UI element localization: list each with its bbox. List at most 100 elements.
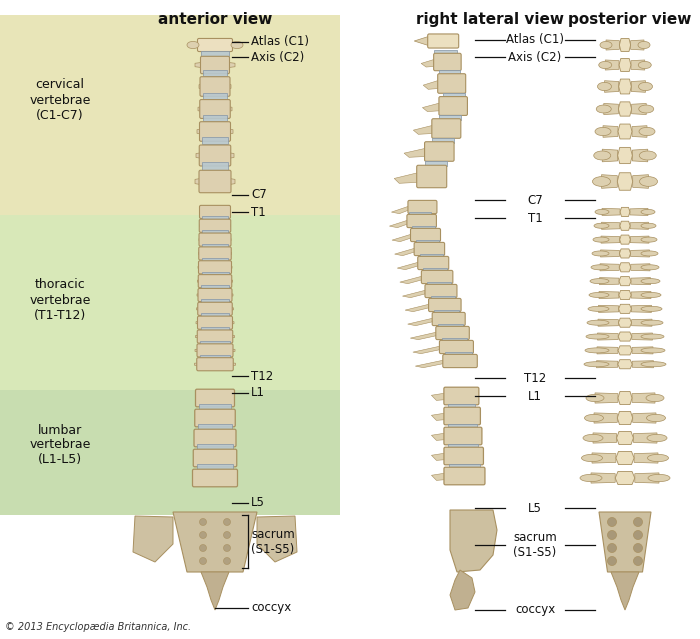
Ellipse shape: [592, 251, 609, 256]
Polygon shape: [633, 174, 648, 189]
Polygon shape: [221, 348, 235, 352]
FancyBboxPatch shape: [197, 316, 232, 329]
Polygon shape: [631, 81, 645, 92]
Polygon shape: [197, 128, 209, 135]
Polygon shape: [198, 265, 210, 269]
FancyBboxPatch shape: [432, 312, 466, 326]
Polygon shape: [617, 412, 633, 424]
FancyBboxPatch shape: [440, 341, 473, 353]
FancyBboxPatch shape: [199, 219, 231, 233]
Polygon shape: [196, 321, 209, 325]
Bar: [198, 424, 232, 429]
Polygon shape: [195, 335, 209, 339]
FancyBboxPatch shape: [444, 467, 485, 485]
Ellipse shape: [600, 42, 612, 49]
Polygon shape: [413, 346, 443, 353]
Polygon shape: [632, 333, 652, 340]
Text: T1: T1: [251, 206, 266, 219]
Text: sacrum
(S1-S5): sacrum (S1-S5): [513, 531, 557, 559]
Ellipse shape: [640, 176, 657, 187]
Polygon shape: [431, 413, 445, 420]
Polygon shape: [220, 151, 234, 160]
Polygon shape: [618, 360, 632, 369]
Bar: [202, 230, 228, 234]
Text: L1: L1: [251, 387, 265, 399]
FancyBboxPatch shape: [197, 302, 232, 316]
Polygon shape: [195, 362, 209, 366]
FancyBboxPatch shape: [436, 327, 469, 339]
Text: Axis (C2): Axis (C2): [508, 50, 561, 63]
FancyBboxPatch shape: [444, 447, 484, 465]
FancyBboxPatch shape: [414, 242, 444, 256]
Text: Atlas (C1): Atlas (C1): [251, 36, 309, 49]
Polygon shape: [618, 102, 631, 116]
Polygon shape: [620, 38, 631, 52]
FancyBboxPatch shape: [199, 205, 230, 219]
Bar: [200, 341, 230, 344]
Polygon shape: [620, 235, 630, 244]
Ellipse shape: [187, 42, 199, 49]
Polygon shape: [221, 177, 235, 186]
Ellipse shape: [583, 435, 603, 442]
Polygon shape: [620, 249, 631, 258]
Text: cervical
vertebrae
(C1-C7): cervical vertebrae (C1-C7): [29, 79, 91, 121]
Polygon shape: [631, 277, 650, 285]
Ellipse shape: [594, 223, 609, 228]
Polygon shape: [631, 60, 645, 70]
Bar: [202, 115, 228, 121]
Bar: [443, 93, 465, 98]
Ellipse shape: [648, 474, 670, 482]
Bar: [202, 286, 229, 289]
Bar: [425, 160, 447, 166]
FancyBboxPatch shape: [198, 275, 232, 288]
Bar: [199, 404, 231, 410]
Polygon shape: [133, 516, 173, 562]
Polygon shape: [394, 173, 418, 183]
FancyBboxPatch shape: [200, 56, 230, 73]
Polygon shape: [619, 59, 631, 72]
Polygon shape: [632, 393, 655, 403]
FancyBboxPatch shape: [433, 53, 461, 71]
Polygon shape: [195, 177, 209, 186]
Polygon shape: [595, 393, 618, 403]
Polygon shape: [619, 277, 631, 286]
FancyBboxPatch shape: [407, 215, 436, 227]
Circle shape: [634, 518, 643, 527]
Ellipse shape: [588, 306, 609, 311]
Ellipse shape: [586, 334, 609, 339]
Polygon shape: [593, 433, 617, 443]
Ellipse shape: [587, 320, 609, 325]
Bar: [442, 338, 468, 343]
Polygon shape: [414, 36, 429, 46]
Polygon shape: [617, 148, 632, 164]
Bar: [412, 226, 435, 230]
Bar: [202, 162, 228, 169]
Polygon shape: [195, 61, 209, 68]
Ellipse shape: [590, 279, 609, 284]
FancyBboxPatch shape: [195, 389, 234, 407]
Ellipse shape: [641, 237, 657, 242]
Polygon shape: [220, 293, 233, 297]
Polygon shape: [220, 321, 234, 325]
Polygon shape: [220, 251, 232, 256]
Text: right lateral view: right lateral view: [416, 12, 564, 27]
Bar: [449, 443, 478, 449]
Polygon shape: [421, 59, 435, 67]
Bar: [201, 313, 229, 317]
Text: T1: T1: [528, 212, 542, 224]
Ellipse shape: [638, 61, 651, 68]
Circle shape: [634, 530, 643, 539]
FancyBboxPatch shape: [432, 119, 461, 138]
Bar: [203, 70, 227, 76]
Polygon shape: [618, 318, 631, 327]
Polygon shape: [611, 572, 639, 610]
Ellipse shape: [585, 348, 609, 353]
Polygon shape: [619, 291, 631, 300]
FancyBboxPatch shape: [416, 166, 447, 188]
FancyBboxPatch shape: [200, 77, 230, 96]
Polygon shape: [631, 291, 651, 298]
Ellipse shape: [641, 348, 665, 353]
Polygon shape: [599, 277, 619, 285]
Ellipse shape: [646, 394, 664, 402]
Polygon shape: [431, 473, 445, 481]
